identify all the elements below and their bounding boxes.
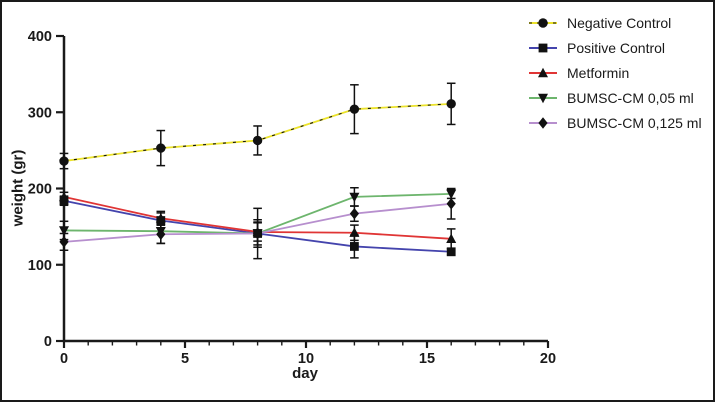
legend-swatch-negative-control <box>529 17 557 28</box>
legend-item-positive-control: Positive Control <box>528 35 702 60</box>
svg-text:300: 300 <box>28 105 52 121</box>
legend: Negative Control Positive Control Metfor… <box>528 10 702 135</box>
legend-swatch-metformin <box>529 67 557 77</box>
legend-item-bumsc-cm-0125: BUMSC-CM 0,125 ml <box>528 110 702 135</box>
x-axis-ticks: 0 5 10 15 20 <box>60 341 556 367</box>
series-markers-bumsc-cm-0-125-ml <box>59 198 456 248</box>
legend-label-bumsc-cm-0125: BUMSC-CM 0,125 ml <box>567 114 702 131</box>
legend-swatch-positive-control <box>529 43 557 52</box>
svg-text:20: 20 <box>540 351 556 367</box>
legend-item-negative-control: Negative Control <box>528 10 702 35</box>
legend-label-positive-control: Positive Control <box>567 39 666 56</box>
svg-text:5: 5 <box>181 351 189 367</box>
svg-text:400: 400 <box>28 29 52 45</box>
legend-label-bumsc-cm-005: BUMSC-CM 0,05 ml <box>567 89 694 106</box>
legend-label-negative-control: Negative Control <box>567 14 672 31</box>
y-axis-ticks: 0 100 200 300 400 <box>28 29 64 350</box>
svg-text:0: 0 <box>44 334 52 350</box>
svg-text:0: 0 <box>60 351 68 367</box>
legend-item-metformin: Metformin <box>528 60 702 85</box>
svg-text:100: 100 <box>28 258 52 274</box>
svg-text:15: 15 <box>419 351 435 367</box>
x-axis-label: day <box>292 365 318 382</box>
series-errorbars-negative-control <box>59 82 456 170</box>
svg-text:200: 200 <box>28 182 52 198</box>
legend-swatch-bumsc-cm-0125 <box>529 116 557 129</box>
legend-item-bumsc-cm-005: BUMSC-CM 0,05 ml <box>528 85 702 110</box>
series-markers-negative-control <box>59 99 456 166</box>
legend-swatch-bumsc-cm-005 <box>529 93 557 103</box>
axes <box>62 36 548 343</box>
svg-text:10: 10 <box>298 351 314 367</box>
y-axis-label: weight (gr) <box>9 149 27 227</box>
legend-label-metformin: Metformin <box>567 64 630 81</box>
